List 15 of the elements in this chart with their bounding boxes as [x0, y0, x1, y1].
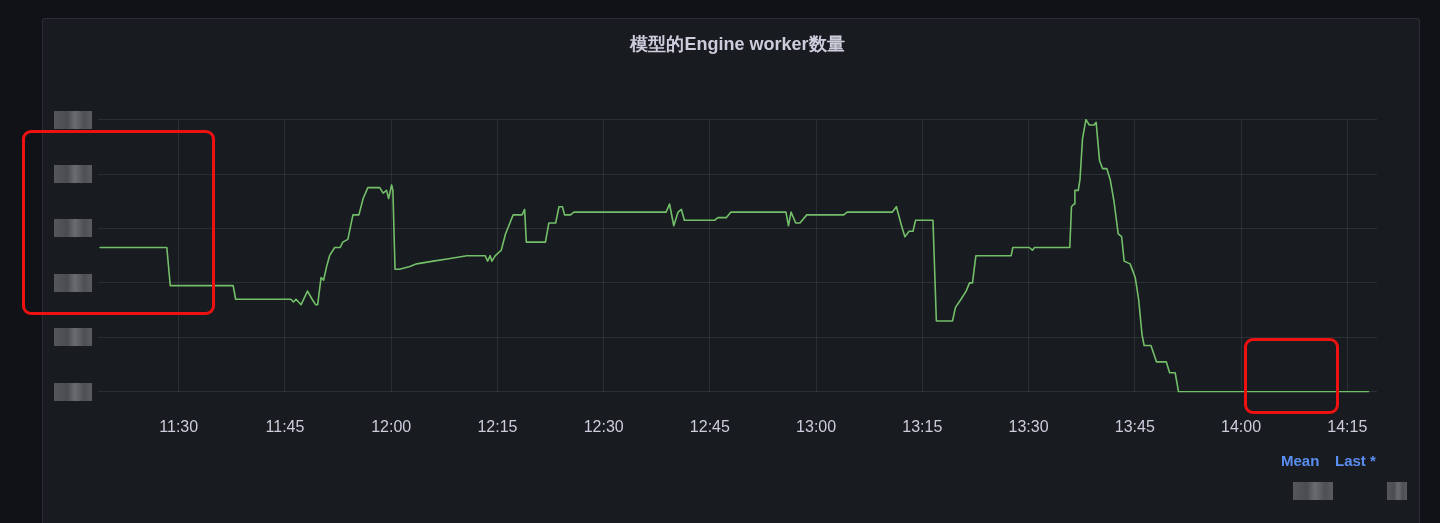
text: Mean — [1281, 452, 1320, 469]
x-tick-label: 13:15 — [902, 417, 943, 435]
x-tick-label: 11:45 — [265, 417, 305, 435]
x-tick-label: 14:00 — [1221, 417, 1262, 435]
x-tick-label: 11:30 — [159, 417, 199, 435]
x-tick-label: 13:00 — [796, 417, 837, 435]
x-tick-label: 12:30 — [583, 417, 624, 435]
text: Last * — [1335, 452, 1376, 469]
x-tick-label: 12:00 — [371, 417, 412, 435]
x-tick-label: 13:45 — [1114, 417, 1155, 435]
x-tick-label: 12:45 — [689, 417, 730, 435]
x-tick-label: 14:15 — [1327, 417, 1368, 435]
chart-title: 模型的Engine worker数量 — [629, 33, 845, 54]
x-tick-label: 12:15 — [477, 417, 518, 435]
x-tick-label: 13:30 — [1008, 417, 1049, 435]
